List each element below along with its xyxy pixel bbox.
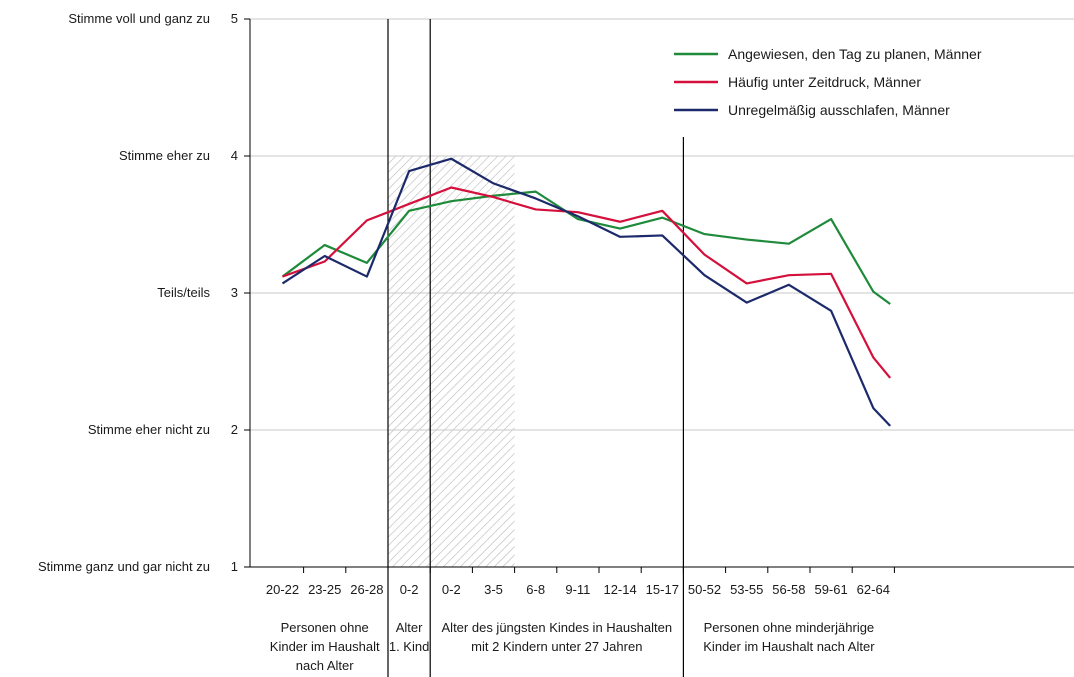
series-line <box>281 157 891 427</box>
group-label-line: nach Alter <box>296 658 354 673</box>
x-tick-label: 3-5 <box>484 582 503 597</box>
y-tick-label: Stimme ganz und gar nicht zu <box>38 559 210 574</box>
x-tick-label: 26-28 <box>350 582 383 597</box>
x-axis-labels: 20-22 23-25 26-28 0-2 0-2 3-5 6-8 9-11 12-14 15-1… <box>266 582 890 597</box>
x-tick-label: 0-2 <box>400 582 419 597</box>
group-label-line: Personen ohne minderjährige <box>704 620 875 635</box>
x-tick-label: 6-8 <box>526 582 545 597</box>
y-tick-value: 5 <box>231 11 238 26</box>
group-label: Alter des jüngsten Kindes in Haushalten m… <box>442 620 673 654</box>
group-label: Personen ohne Kinder im Haushalt nach Alte… <box>270 620 380 673</box>
y-tick-label: Teils/teils <box>157 285 210 300</box>
group-label-line: Alter des jüngsten Kindes in Haushalten <box>442 620 673 635</box>
group-labels: Personen ohne Kinder im Haushalt nach Alte… <box>270 620 875 673</box>
y-tick-value: 4 <box>231 148 238 163</box>
x-tick-label: 0-2 <box>442 582 461 597</box>
x-tick-label: 23-25 <box>308 582 341 597</box>
x-tick-label: 20-22 <box>266 582 299 597</box>
legend-label: Unregelmäßig ausschlafen, Männer <box>728 102 950 118</box>
hatched-region <box>388 156 515 567</box>
series-line <box>282 186 892 379</box>
series-lines <box>281 157 892 427</box>
group-label-line: Personen ohne <box>281 620 369 635</box>
x-tick-label: 15-17 <box>646 582 679 597</box>
y-tick-value: 2 <box>231 422 238 437</box>
group-label-line: 1. Kind <box>389 639 429 654</box>
group-label-line: Kinder im Haushalt <box>270 639 380 654</box>
y-tick-value: 3 <box>231 285 238 300</box>
x-tick-label: 59-61 <box>814 582 847 597</box>
group-label: Personen ohne minderjährige Kinder im Hau… <box>703 620 875 654</box>
y-tick-value: 1 <box>231 559 238 574</box>
x-tick-label: 9-11 <box>565 582 590 597</box>
axes <box>244 18 1074 573</box>
group-label: Alter 1. Kind <box>389 620 429 654</box>
x-tick-label: 12-14 <box>603 582 636 597</box>
y-tick-label: Stimme voll und ganz zu <box>68 11 210 26</box>
x-tick-label: 50-52 <box>688 582 721 597</box>
group-label-line: mit 2 Kindern unter 27 Jahren <box>471 639 642 654</box>
legend-label: Häufig unter Zeitdruck, Männer <box>728 74 921 90</box>
x-tick-label: 62-64 <box>857 582 890 597</box>
legend: Angewiesen, den Tag zu planen, Männer Häu… <box>674 46 982 118</box>
legend-label: Angewiesen, den Tag zu planen, Männer <box>728 46 982 62</box>
x-tick-label: 56-58 <box>772 582 805 597</box>
series-line <box>281 190 891 305</box>
gridlines <box>250 18 1074 431</box>
x-tick-label: 53-55 <box>730 582 763 597</box>
y-axis-labels: Stimme ganz und gar nicht zu 1 Stimme eher… <box>38 11 238 574</box>
group-label-line: Kinder im Haushalt nach Alter <box>703 639 875 654</box>
group-label-line: Alter <box>396 620 423 635</box>
y-tick-label: Stimme eher nicht zu <box>88 422 210 437</box>
y-tick-label: Stimme eher zu <box>119 148 210 163</box>
